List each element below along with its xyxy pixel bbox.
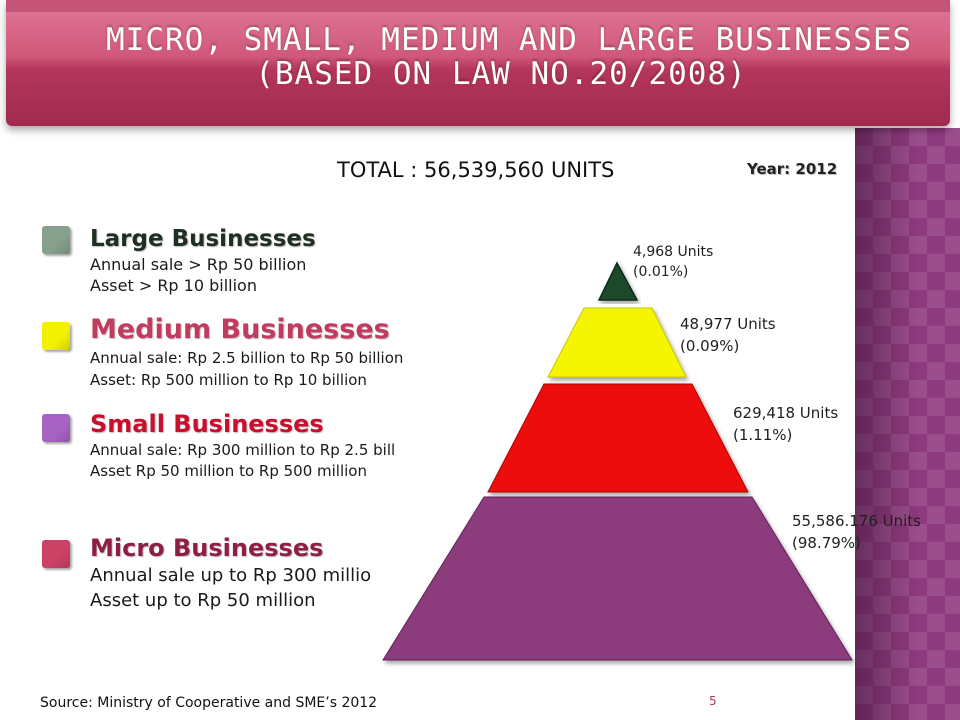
units-value: 48,977 Units [680, 315, 776, 333]
pyramid-label-medium: 48,977 Units (0.09%) [680, 313, 776, 357]
legend-asset: Asset > Rp 10 billion [90, 276, 257, 295]
medium-businesses-swatch [42, 322, 70, 350]
decorative-side-band [855, 128, 960, 720]
title-banner: MICRO, SMALL, MEDIUM AND LARGE BUSINESSE… [6, 0, 950, 126]
legend-annual-sale: Annual sale > Rp 50 billion [90, 255, 307, 274]
pyramid-level-medium [547, 307, 687, 378]
pyramid-label-small: 629,418 Units (1.11%) [733, 402, 838, 446]
legend-asset: Asset: Rp 500 million to Rp 10 billion [90, 371, 367, 389]
units-value: 629,418 Units [733, 404, 839, 422]
source-note: Source: Ministry of Cooperative and SME’… [40, 695, 378, 711]
legend-asset: Asset up to Rp 50 million [90, 590, 316, 611]
small-businesses-swatch [42, 414, 70, 442]
slide-title-line-2: (BASED ON LAW NO.20/2008) [255, 56, 747, 92]
legend-asset: Asset Rp 50 million to Rp 500 million [90, 462, 367, 480]
legend-heading: Small Businesses [90, 410, 324, 438]
pyramid-level-large [597, 261, 639, 301]
legend-annual-sale: Annual sale: Rp 300 million to Rp 2.5 bi… [90, 441, 396, 459]
percent-value: (0.01%) [633, 264, 689, 280]
legend-annual-sale: Annual sale: Rp 2.5 billion to Rp 50 bil… [90, 349, 404, 367]
units-value: 55,586.176 Units [792, 512, 922, 530]
legend-annual-sale: Annual sale up to Rp 300 millio [90, 565, 372, 586]
legend-heading: Medium Businesses [90, 314, 390, 345]
pyramid-level-micro [382, 496, 853, 661]
legend-heading: Large Businesses [90, 226, 316, 252]
slide-title-line-1: MICRO, SMALL, MEDIUM AND LARGE BUSINESSE… [106, 22, 913, 58]
pyramid-level-small [487, 383, 749, 493]
large-businesses-swatch [42, 226, 70, 254]
legend-heading: Micro Businesses [90, 534, 324, 562]
units-value: 4,968 Units [633, 244, 714, 260]
pyramid-label-large: 4,968 Units (0.01%) [633, 242, 713, 282]
percent-value: (1.11%) [733, 426, 793, 444]
pyramid-label-micro: 55,586.176 Units (98.79%) [792, 510, 921, 554]
page-number: 5 [709, 694, 717, 708]
percent-value: (98.79%) [792, 534, 861, 552]
year-label: Year: 2012 [747, 160, 838, 178]
micro-businesses-swatch [42, 540, 70, 568]
total-units: TOTAL : 56,539,560 UNITS [337, 158, 615, 182]
percent-value: (0.09%) [680, 337, 740, 355]
